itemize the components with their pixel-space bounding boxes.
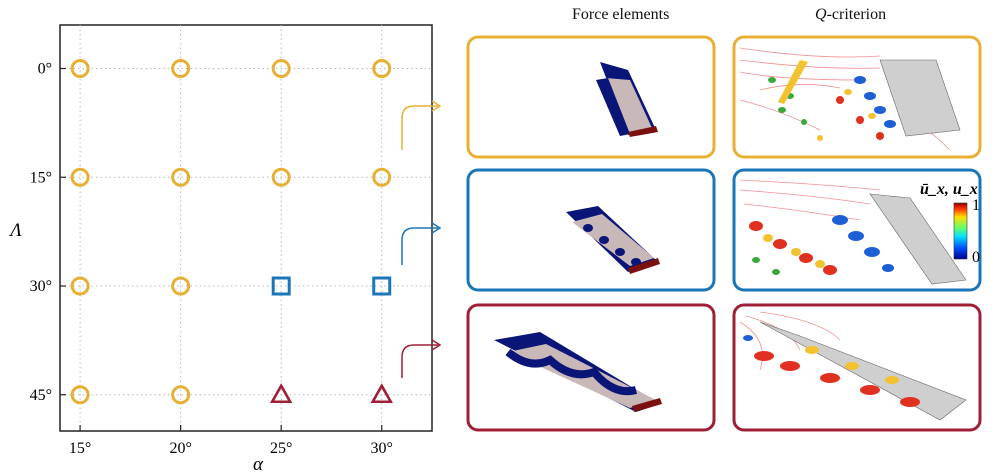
plot-frame bbox=[59, 24, 433, 432]
y-tick-label: 0° bbox=[38, 61, 52, 78]
circle-marker bbox=[171, 167, 191, 187]
arrow-blue bbox=[401, 227, 438, 265]
arrow-yellow bbox=[401, 105, 438, 150]
circle-marker bbox=[372, 59, 392, 78]
colorbar-min: 0 bbox=[972, 249, 980, 266]
circle-marker bbox=[271, 167, 291, 187]
data-markers bbox=[70, 59, 393, 405]
circle-marker bbox=[271, 59, 291, 78]
circle-marker bbox=[70, 59, 90, 78]
connector-arrows bbox=[401, 100, 442, 378]
circle-marker bbox=[372, 167, 392, 187]
scatter-plot: 15° 20° 25° 30° 0° 15° 30° 45° α Λ bbox=[8, 24, 433, 475]
arrowhead-red bbox=[431, 339, 442, 351]
q-symbol: Q bbox=[815, 6, 827, 23]
circle-marker bbox=[171, 276, 191, 296]
x-tick-label: 30° bbox=[371, 440, 393, 457]
colorbar-max: 1 bbox=[972, 197, 980, 214]
circle-marker bbox=[171, 59, 191, 78]
x-tick-label: 20° bbox=[169, 440, 191, 457]
column-title-force: Force elements bbox=[572, 6, 670, 23]
arrowhead-blue bbox=[431, 222, 442, 234]
x-tick-label: 15° bbox=[69, 440, 91, 457]
q-render-row3 bbox=[739, 311, 967, 421]
square-marker bbox=[271, 276, 291, 296]
arrowhead-yellow bbox=[431, 100, 442, 112]
colorbar: ū_x, u_x 1 0 bbox=[920, 181, 980, 266]
y-tick-label: 45° bbox=[30, 387, 52, 404]
force-panel-row1 bbox=[466, 35, 716, 159]
x-axis-label: α bbox=[253, 454, 264, 475]
circle-marker bbox=[70, 276, 90, 296]
force-render-row2 bbox=[566, 206, 660, 274]
column-title-q: Q-criterion bbox=[815, 6, 886, 24]
triangle-marker bbox=[269, 383, 293, 404]
grid-lines bbox=[60, 25, 432, 431]
circle-marker bbox=[171, 385, 191, 405]
y-tick-label: 15° bbox=[30, 169, 52, 186]
q-render-row1 bbox=[739, 47, 961, 151]
force-render-row3 bbox=[494, 332, 662, 412]
y-axis-label: Λ bbox=[8, 220, 22, 241]
visualization-panels: ū_x, u_x 1 0 bbox=[466, 35, 982, 432]
colorbar-gradient bbox=[953, 202, 968, 260]
q-suffix: -criterion bbox=[826, 6, 887, 23]
axis-ticks: 15° 20° 25° 30° 0° 15° 30° 45° bbox=[30, 61, 393, 458]
x-tick-label: 25° bbox=[270, 440, 292, 457]
colorbar-label: ū_x, u_x bbox=[920, 181, 978, 198]
force-render-row1 bbox=[596, 62, 658, 137]
triangle-marker bbox=[370, 383, 393, 404]
circle-marker bbox=[70, 385, 90, 405]
circle-marker bbox=[70, 167, 90, 187]
q-render-row2 bbox=[739, 179, 967, 285]
square-marker bbox=[372, 276, 392, 296]
y-tick-label: 30° bbox=[30, 278, 52, 295]
arrow-red bbox=[401, 344, 438, 378]
